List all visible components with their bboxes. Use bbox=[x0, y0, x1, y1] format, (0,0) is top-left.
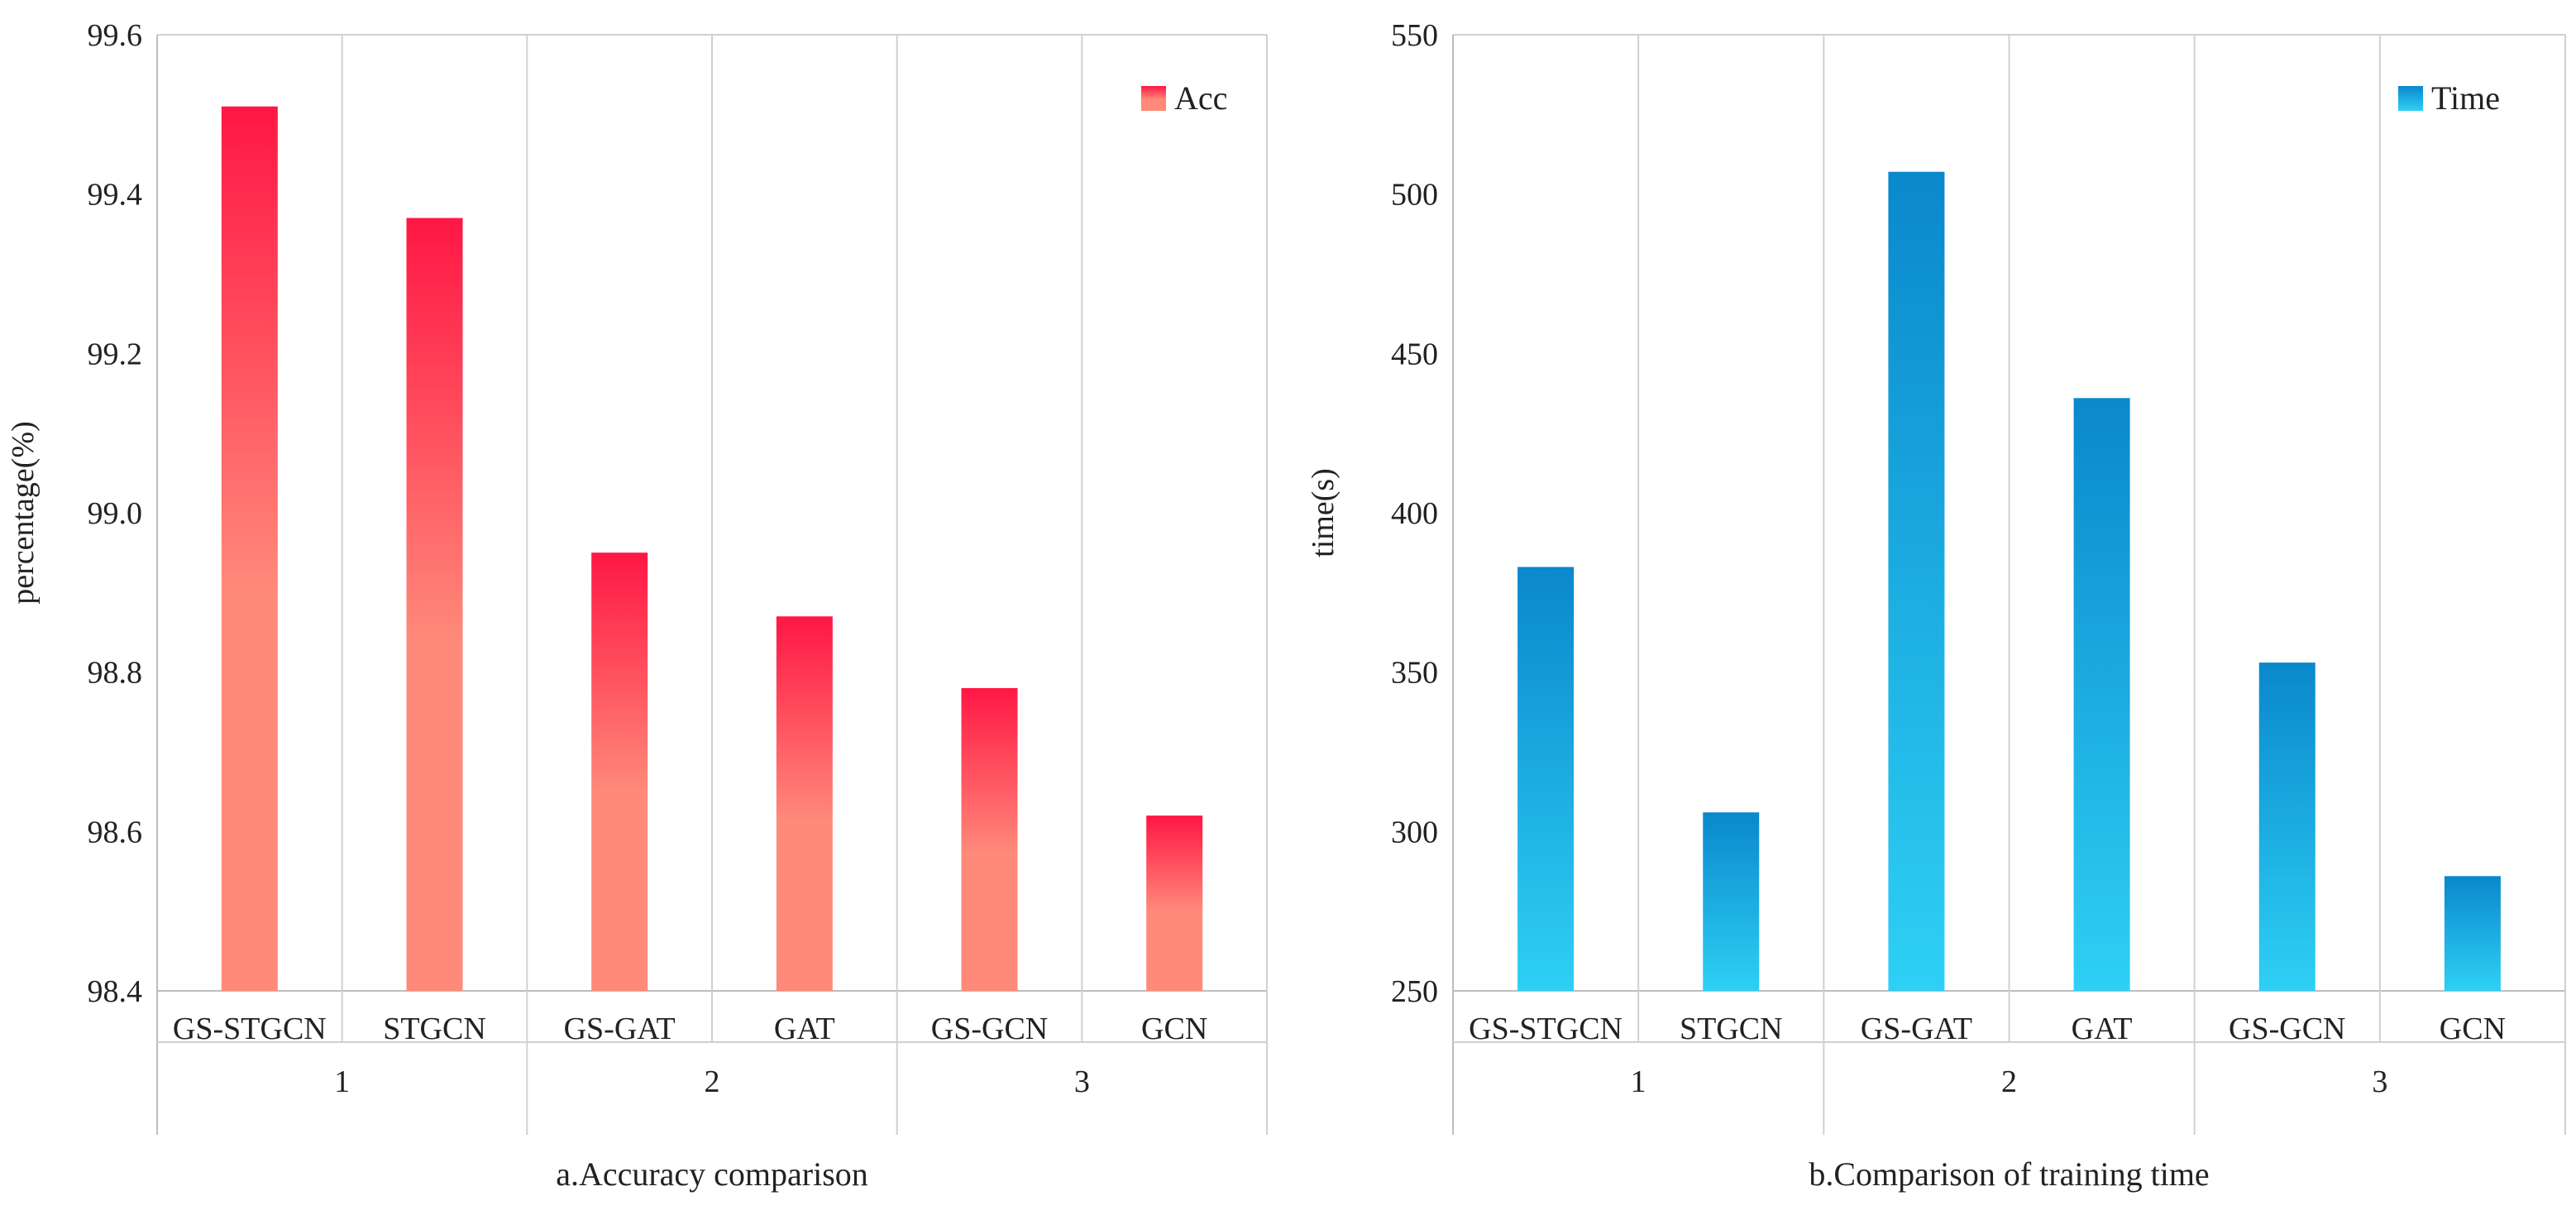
y-tick-label: 350 bbox=[1391, 656, 1438, 691]
y-tick-label: 450 bbox=[1391, 337, 1438, 371]
y-axis-title: time(s) bbox=[1306, 468, 1341, 557]
x-group-label: 2 bbox=[2001, 1064, 2017, 1099]
legend-swatch bbox=[2398, 86, 2423, 111]
x-category-label: GCN bbox=[1141, 1012, 1207, 1046]
y-tick-label: 99.4 bbox=[88, 178, 143, 213]
y-tick-label: 98.4 bbox=[88, 974, 143, 1009]
bar-gs-gcn bbox=[961, 687, 1018, 991]
x-category-label: STGCN bbox=[383, 1012, 486, 1046]
accuracy-chart: 98.4 98.6 98.8 99.0 99.2 99.4 99.6 percentage(%… bbox=[6, 18, 1268, 1193]
training-time-chart: 250 300 350 400 450 500 550 time(s) GS-STGCN STGC… bbox=[1306, 18, 2566, 1193]
x-category-label: STGCN bbox=[1680, 1012, 1783, 1046]
legend-label: Acc bbox=[1174, 79, 1227, 117]
x-category-label: GAT bbox=[2072, 1012, 2133, 1046]
x-category-label: GAT bbox=[774, 1012, 835, 1046]
y-tick-label: 300 bbox=[1391, 815, 1438, 849]
x-category-label: GS-STGCN bbox=[173, 1012, 327, 1046]
x-group-label: 3 bbox=[2372, 1064, 2387, 1099]
bar-gs-gat bbox=[591, 552, 648, 991]
y-tick-label: 99.2 bbox=[88, 337, 143, 371]
x-axis-title: b.Comparison of training time bbox=[1809, 1155, 2209, 1193]
x-category-label: GS-STGCN bbox=[1469, 1012, 1623, 1046]
bar-gat bbox=[2073, 398, 2130, 991]
x-category-label: GS-GAT bbox=[564, 1012, 676, 1046]
legend-label: Time bbox=[2431, 79, 2500, 117]
x-axis-title: a.Accuracy comparison bbox=[556, 1155, 868, 1193]
x-category-label: GCN bbox=[2440, 1012, 2506, 1046]
bar-gat bbox=[776, 616, 833, 991]
x-category-label: GS-GCN bbox=[2229, 1012, 2345, 1046]
y-tick-label: 250 bbox=[1391, 974, 1438, 1009]
bar-gs-gcn bbox=[2258, 663, 2316, 991]
y-tick-label: 550 bbox=[1391, 18, 1438, 53]
y-tick-label: 500 bbox=[1391, 178, 1438, 213]
bar-gs-stgcn bbox=[1517, 567, 1575, 991]
bar-gcn bbox=[1146, 816, 1203, 991]
bar-stgcn bbox=[1703, 812, 1760, 991]
bar-stgcn bbox=[406, 218, 463, 992]
y-axis-title: percentage(%) bbox=[6, 421, 41, 605]
bar-gcn bbox=[2444, 876, 2501, 991]
y-tick-label: 400 bbox=[1391, 496, 1438, 531]
legend: Acc bbox=[1141, 79, 1227, 117]
legend-swatch bbox=[1141, 86, 1166, 111]
x-group-label: 2 bbox=[705, 1064, 720, 1099]
x-category-label: GS-GCN bbox=[931, 1012, 1048, 1046]
x-group-label: 1 bbox=[334, 1064, 350, 1099]
y-tick-label: 98.6 bbox=[88, 815, 143, 849]
bar-gs-gat bbox=[1888, 171, 1945, 991]
y-tick-label: 98.8 bbox=[88, 656, 143, 691]
x-category-label: GS-GAT bbox=[1861, 1012, 1972, 1046]
y-tick-label: 99.6 bbox=[88, 18, 143, 53]
bar-gs-stgcn bbox=[221, 106, 278, 992]
x-group-label: 1 bbox=[1631, 1064, 1646, 1099]
y-tick-label: 99.0 bbox=[88, 496, 143, 531]
x-group-label: 3 bbox=[1074, 1064, 1090, 1099]
legend: Time bbox=[2398, 79, 2500, 117]
